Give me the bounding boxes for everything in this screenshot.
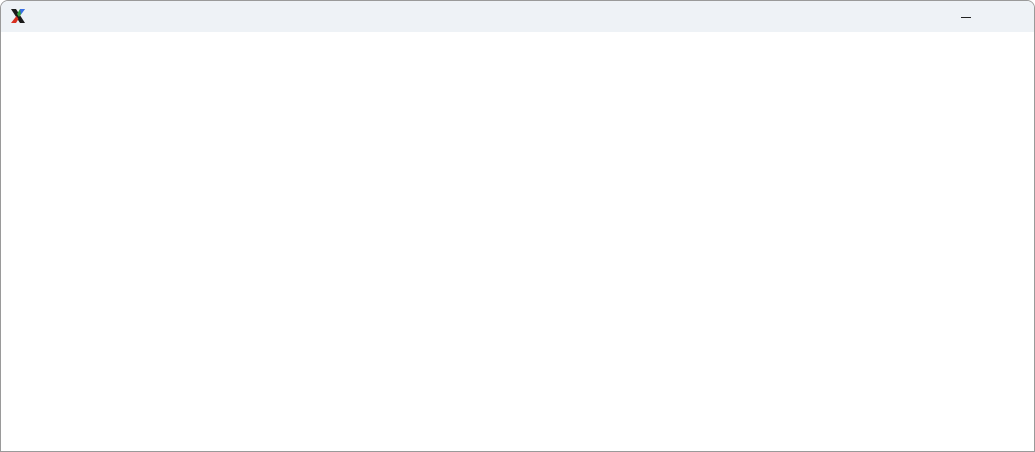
title-bar[interactable] — [1, 1, 1034, 32]
minimize-icon — [961, 16, 971, 18]
minimize-button[interactable] — [943, 1, 989, 32]
x-window-icon — [11, 9, 25, 23]
